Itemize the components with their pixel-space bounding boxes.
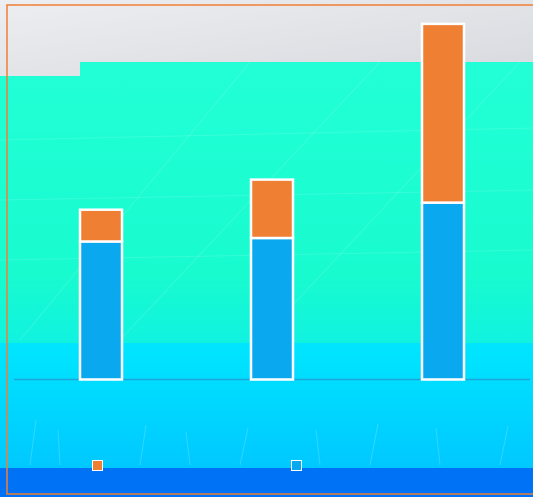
ground-strip xyxy=(0,468,533,497)
chart-frame xyxy=(6,4,533,495)
legend-swatch-orange xyxy=(92,459,103,471)
legend-item-blue xyxy=(291,457,308,473)
grass-texture xyxy=(29,419,509,466)
legend-item-orange xyxy=(92,457,109,473)
bar-orange-1 xyxy=(78,208,124,243)
bar-group xyxy=(78,22,466,381)
legend-swatch-blue xyxy=(291,459,302,471)
bar-blue-3 xyxy=(420,201,466,381)
bar-blue-1 xyxy=(78,240,124,381)
bar-blue-2 xyxy=(249,236,295,381)
bar-orange-3 xyxy=(420,22,466,204)
bar-orange-2 xyxy=(249,178,295,240)
